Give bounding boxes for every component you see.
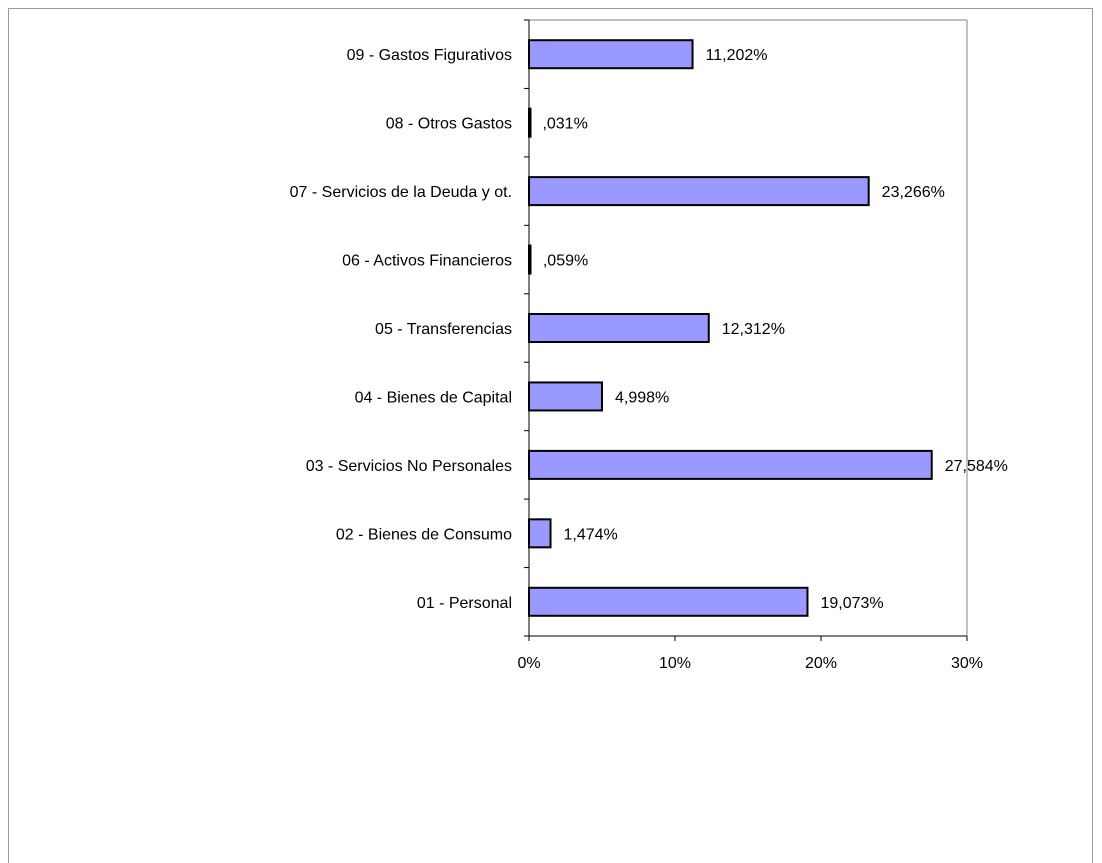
category-label: 03 - Servicios No Personales	[306, 458, 512, 475]
bar	[528, 176, 870, 207]
x-tick-label: 30%	[951, 655, 983, 672]
data-label: 4,998%	[615, 389, 669, 406]
chart-frame	[8, 8, 1093, 863]
data-label: ,031%	[542, 116, 587, 133]
category-label: 09 - Gastos Figurativos	[347, 47, 512, 64]
data-label: ,059%	[543, 253, 588, 270]
bar	[528, 449, 933, 480]
data-label: 23,266%	[882, 184, 945, 201]
category-label: 06 - Activos Financieros	[342, 253, 512, 270]
data-label: 12,312%	[722, 321, 785, 338]
x-tick-label: 10%	[659, 655, 691, 672]
bar	[528, 586, 809, 617]
data-label: 1,474%	[564, 526, 618, 543]
x-tick-label: 20%	[805, 655, 837, 672]
data-label: 19,073%	[820, 595, 883, 612]
category-label: 05 - Transferencias	[375, 321, 512, 338]
plot-area: 01 - Personal 19,073% 02 - Bienes de Consu…	[290, 19, 1008, 672]
category-label: 04 - Bienes de Capital	[355, 389, 512, 406]
bar	[528, 381, 603, 412]
category-label: 01 - Personal	[417, 595, 512, 612]
data-label: 27,584%	[945, 458, 1008, 475]
category-label: 02 - Bienes de Consumo	[336, 526, 512, 543]
bar	[528, 39, 694, 70]
x-tick-label: 0%	[517, 655, 540, 672]
category-label: 08 - Otros Gastos	[386, 116, 512, 133]
bar	[528, 518, 552, 549]
bar	[528, 313, 710, 343]
category-label: 07 - Servicios de la Deuda y ot.	[290, 184, 512, 201]
data-label: 11,202%	[706, 47, 768, 64]
